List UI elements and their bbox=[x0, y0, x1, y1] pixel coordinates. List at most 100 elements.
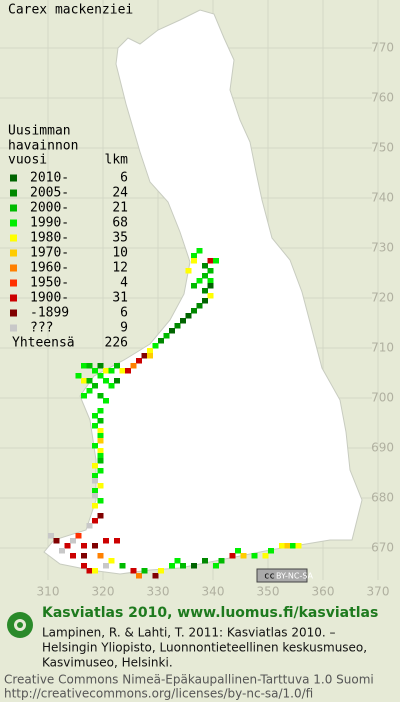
occurrence-square bbox=[97, 458, 104, 464]
occurrence-square bbox=[279, 543, 285, 549]
occurrence-square bbox=[290, 543, 296, 549]
legend-swatch bbox=[10, 219, 17, 227]
occurrence-square bbox=[97, 448, 104, 454]
occurrence-square bbox=[92, 423, 98, 429]
occurrence-square bbox=[174, 558, 181, 564]
occurrence-square bbox=[191, 283, 197, 289]
occurrence-square bbox=[92, 493, 98, 499]
occurrence-square bbox=[97, 418, 104, 424]
occurrence-square bbox=[92, 568, 98, 574]
occurrence-square bbox=[207, 278, 214, 284]
occurrence-square bbox=[180, 563, 186, 569]
legend-swatch bbox=[10, 324, 17, 332]
legend-label: 1970- bbox=[30, 246, 69, 261]
occurrence-square bbox=[103, 368, 109, 374]
occurrence-square bbox=[70, 538, 76, 544]
occurrence-square bbox=[97, 433, 104, 439]
y-tick-label: 700 bbox=[371, 391, 394, 405]
occurrence-square bbox=[202, 288, 208, 294]
occurrence-square bbox=[119, 563, 126, 569]
occurrence-square bbox=[114, 538, 120, 544]
occurrence-square bbox=[92, 473, 98, 479]
legend-label: 1900- bbox=[30, 291, 69, 306]
occurrence-square bbox=[103, 398, 109, 404]
occurrence-square bbox=[174, 323, 181, 329]
occurrence-square bbox=[196, 278, 203, 284]
occurrence-square bbox=[97, 393, 104, 399]
occurrence-square bbox=[235, 548, 241, 554]
legend-label: 2000- bbox=[30, 201, 69, 216]
occurrence-square bbox=[196, 248, 203, 254]
legend-swatch bbox=[10, 174, 17, 182]
occurrence-square bbox=[147, 353, 153, 359]
occurrence-square bbox=[92, 503, 98, 509]
legend-swatch bbox=[10, 264, 17, 272]
occurrence-square bbox=[196, 303, 203, 309]
badge-text: BY-NC-SA bbox=[276, 572, 314, 581]
y-tick-label: 670 bbox=[371, 541, 394, 555]
occurrence-square bbox=[75, 533, 82, 539]
occurrence-square bbox=[92, 413, 98, 419]
occurrence-square bbox=[268, 548, 274, 554]
occurrence-square bbox=[86, 523, 93, 529]
legend-swatch bbox=[10, 249, 17, 257]
legend-swatch bbox=[10, 234, 17, 242]
occurrence-square bbox=[53, 538, 60, 544]
occurrence-square bbox=[97, 453, 104, 459]
legend-header: vuosi bbox=[8, 153, 47, 168]
species-name: Carex mackenziei bbox=[8, 3, 133, 18]
occurrence-square bbox=[207, 283, 214, 289]
occurrence-square bbox=[97, 553, 104, 559]
occurrence-square bbox=[92, 488, 98, 494]
occurrence-square bbox=[202, 558, 208, 564]
occurrence-square bbox=[169, 563, 175, 569]
occurrence-square bbox=[152, 343, 159, 349]
occurrence-square bbox=[284, 543, 291, 549]
license-url: http://creativecommons.org/licenses/by-n… bbox=[4, 687, 313, 701]
occurrence-square bbox=[114, 378, 120, 384]
citation: Kasvimuseo, Helsinki. bbox=[42, 656, 173, 670]
legend-count: 21 bbox=[112, 201, 128, 216]
occurrence-square bbox=[92, 463, 98, 469]
occurrence-square bbox=[97, 498, 104, 504]
occurrence-square bbox=[130, 363, 137, 369]
squares bbox=[48, 248, 302, 579]
legend-label: 1960- bbox=[30, 261, 69, 276]
legend-swatch bbox=[10, 294, 17, 302]
legend-header: havainnon bbox=[8, 139, 78, 154]
occurrence-square bbox=[180, 318, 186, 324]
legend-count: 6 bbox=[120, 171, 128, 186]
occurrence-square bbox=[92, 443, 98, 449]
occurrence-square bbox=[191, 308, 197, 314]
legend-label: 1990- bbox=[30, 216, 69, 231]
legend-count: 12 bbox=[112, 261, 128, 276]
y-tick-label: 770 bbox=[371, 41, 394, 55]
license-badge: cc BY-NC-SA bbox=[256, 568, 314, 583]
legend-count: 4 bbox=[120, 276, 128, 291]
occurrence-square bbox=[251, 553, 258, 559]
occurrence-square bbox=[81, 393, 87, 399]
y-tick-label: 750 bbox=[371, 141, 394, 155]
legend-label: 2010- bbox=[30, 171, 69, 186]
occurrence-square bbox=[97, 483, 104, 489]
legend-swatch bbox=[10, 189, 17, 197]
occurrence-square bbox=[81, 543, 87, 549]
occurrence-square bbox=[119, 368, 126, 374]
occurrence-square bbox=[185, 268, 192, 274]
occurrence-square bbox=[207, 258, 214, 264]
occurrence-square bbox=[86, 378, 93, 384]
occurrence-square bbox=[191, 253, 197, 259]
badge-cc: cc bbox=[264, 572, 275, 582]
citation: Lampinen, R. & Lahti, T. 2011: Kasviatla… bbox=[42, 626, 336, 640]
y-tick-label: 760 bbox=[371, 91, 394, 105]
occurrence-square bbox=[81, 363, 87, 369]
occurrence-square bbox=[97, 408, 104, 414]
x-tick-label: 330 bbox=[147, 585, 170, 599]
logo-dot bbox=[17, 622, 23, 628]
legend-label: 1950- bbox=[30, 276, 69, 291]
legend-count: 10 bbox=[112, 246, 128, 261]
y-tick-label: 720 bbox=[371, 291, 394, 305]
occurrence-square bbox=[152, 573, 159, 579]
occurrence-square bbox=[207, 293, 214, 299]
occurrence-square bbox=[207, 268, 214, 274]
